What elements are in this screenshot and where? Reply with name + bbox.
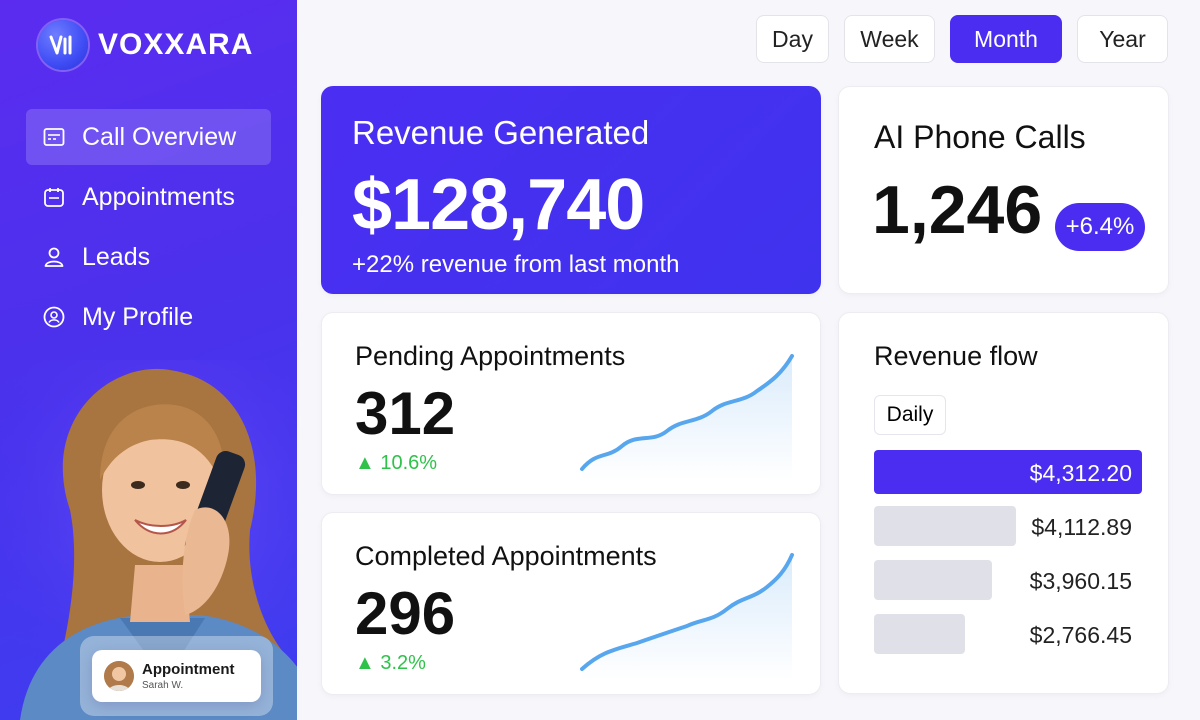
revenue-title: Revenue Generated xyxy=(352,114,650,151)
pending-value: 312 xyxy=(355,380,456,447)
sidebar-item-my-profile[interactable]: My Profile xyxy=(26,289,271,345)
revenue-flow-row[interactable]: $4,312.20 xyxy=(874,450,1142,494)
brand-name: VOXXARA xyxy=(98,28,254,61)
sidebar-item-label: Appointments xyxy=(82,182,235,211)
sidebar-nav: Call Overview Appointments Leads My Prof… xyxy=(26,109,271,349)
revenue-flow-row[interactable]: $2,766.45 xyxy=(874,614,1142,658)
pending-sparkline xyxy=(580,354,794,481)
revenue-flow-amount: $3,960.15 xyxy=(1029,568,1132,594)
sidebar-item-label: My Profile xyxy=(82,302,194,331)
completed-value: 296 xyxy=(355,580,456,647)
revenue-flow-amount: $4,112.89 xyxy=(1031,514,1132,540)
completed-appointments-card[interactable]: Completed Appointments 296 ▲ 3.2% xyxy=(321,512,821,695)
notification-name: Sarah W. xyxy=(142,680,184,691)
tab-week[interactable]: Week xyxy=(844,15,935,63)
calls-title: AI Phone Calls xyxy=(874,119,1086,155)
brand[interactable]: VOXXARA xyxy=(38,20,253,70)
dashboard-icon xyxy=(42,125,66,149)
revenue-flow-card: Revenue flow Daily $4,312.20 $4,112.89 $… xyxy=(838,312,1169,694)
tab-year[interactable]: Year xyxy=(1077,15,1168,63)
voice-wave-icon xyxy=(38,20,88,70)
revenue-subtitle: +22% revenue from last month xyxy=(352,251,680,278)
calls-change-badge: +6.4% xyxy=(1055,203,1145,251)
pending-title: Pending Appointments xyxy=(355,341,626,371)
sidebar-item-call-overview[interactable]: Call Overview xyxy=(26,109,271,165)
daily-filter-button[interactable]: Daily xyxy=(874,395,946,435)
revenue-flow-bar xyxy=(874,614,965,654)
ai-calls-card[interactable]: AI Phone Calls 1,246 +6.4% xyxy=(838,86,1169,294)
period-selector: Day Week Month Year xyxy=(756,15,1168,63)
person-icon xyxy=(42,245,66,269)
pending-appointments-card[interactable]: Pending Appointments 312 ▲ 10.6% xyxy=(321,312,821,495)
revenue-flow-row[interactable]: $4,112.89 xyxy=(874,506,1142,550)
sidebar-item-leads[interactable]: Leads xyxy=(26,229,271,285)
revenue-card[interactable]: Revenue Generated $128,740 +22% revenue … xyxy=(321,86,821,294)
tab-month[interactable]: Month xyxy=(950,15,1062,63)
notification-title: Appointment xyxy=(142,661,235,678)
appointment-notification-card: Appointment Sarah W. xyxy=(92,650,261,702)
profile-circle-icon xyxy=(42,305,66,329)
sidebar-item-label: Call Overview xyxy=(82,122,237,151)
revenue-flow-amount: $4,312.20 xyxy=(1029,460,1132,486)
revenue-flow-bar xyxy=(874,560,992,600)
pending-delta: ▲ 10.6% xyxy=(355,452,438,474)
calls-value: 1,246 xyxy=(872,172,1043,248)
calendar-icon xyxy=(42,185,66,209)
completed-delta: ▲ 3.2% xyxy=(355,652,426,674)
revenue-flow-amount: $2,766.45 xyxy=(1029,622,1132,648)
avatar xyxy=(104,661,134,691)
appointment-notification[interactable]: Appointment Sarah W. xyxy=(80,636,273,716)
revenue-flow-bar xyxy=(874,506,1016,546)
completed-title: Completed Appointments xyxy=(355,541,657,571)
revenue-flow-row[interactable]: $3,960.15 xyxy=(874,560,1142,604)
sidebar: VOXXARA Call Overview Appointments Leads… xyxy=(0,0,297,720)
revenue-value: $128,740 xyxy=(352,165,645,245)
tab-day[interactable]: Day xyxy=(756,15,829,63)
sidebar-item-label: Leads xyxy=(82,242,151,271)
revenue-flow-bar xyxy=(874,450,1142,494)
completed-sparkline xyxy=(580,553,794,681)
sidebar-item-appointments[interactable]: Appointments xyxy=(26,169,271,225)
revenue-flow-title: Revenue flow xyxy=(874,341,1038,371)
